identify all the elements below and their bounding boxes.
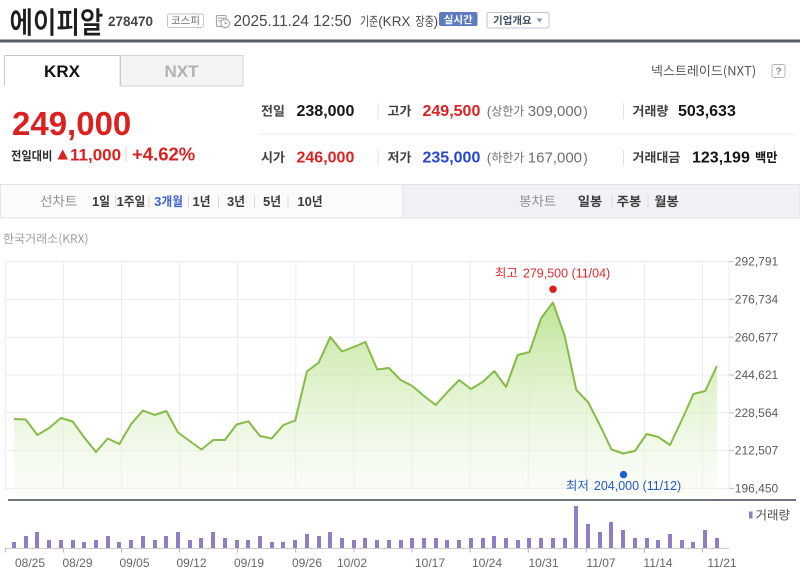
svg-text:279,500 (11/04): 279,500 (11/04) <box>523 266 610 280</box>
svg-text:1: 1 <box>193 194 200 209</box>
svg-text:): ) <box>434 14 439 29</box>
svg-text:(: ( <box>487 150 492 165</box>
svg-text:?: ? <box>775 67 781 78</box>
svg-text:(KRX: (KRX <box>378 14 410 29</box>
svg-text:+4.62%: +4.62% <box>132 143 195 164</box>
svg-text:): ) <box>583 104 588 119</box>
svg-text:503,633: 503,633 <box>678 103 736 120</box>
svg-text:09/05: 09/05 <box>119 556 149 570</box>
svg-text:204,000 (11/12): 204,000 (11/12) <box>594 479 681 493</box>
svg-text:11/07: 11/07 <box>586 556 615 570</box>
svg-text:3: 3 <box>227 194 234 209</box>
svg-text:5: 5 <box>263 194 270 209</box>
svg-text:09/19: 09/19 <box>234 556 264 570</box>
svg-text:249,000: 249,000 <box>12 105 131 142</box>
svg-text:10/17: 10/17 <box>415 556 445 570</box>
svg-text:2025.11.24 12:50: 2025.11.24 12:50 <box>234 13 352 30</box>
svg-text:08/29: 08/29 <box>62 556 92 570</box>
svg-text:3: 3 <box>154 194 161 209</box>
svg-text:260,677: 260,677 <box>735 330 779 344</box>
svg-text:167,000: 167,000 <box>528 149 582 166</box>
svg-text:11/14: 11/14 <box>643 556 672 570</box>
svg-text:309,000: 309,000 <box>528 103 582 120</box>
svg-text:278470: 278470 <box>108 14 153 29</box>
svg-text:10: 10 <box>297 194 311 209</box>
svg-text:123,199: 123,199 <box>692 149 750 166</box>
svg-text:KRX: KRX <box>44 62 81 81</box>
svg-text:1: 1 <box>92 194 99 209</box>
svg-text:249,500: 249,500 <box>423 103 481 120</box>
svg-text:1: 1 <box>117 194 124 209</box>
svg-text:212,507: 212,507 <box>735 444 779 458</box>
svg-text:246,000: 246,000 <box>297 149 355 166</box>
svg-text:(: ( <box>487 104 492 119</box>
svg-text:11,000: 11,000 <box>70 145 121 164</box>
svg-text:10/02: 10/02 <box>337 556 367 570</box>
svg-text:228,564: 228,564 <box>735 406 779 420</box>
svg-text:NXT: NXT <box>165 62 200 81</box>
svg-text:09/26: 09/26 <box>292 556 322 570</box>
svg-text:244,621: 244,621 <box>735 368 779 382</box>
svg-text:10/24: 10/24 <box>472 556 502 570</box>
svg-text:09/12: 09/12 <box>176 556 206 570</box>
svg-text:): ) <box>583 150 588 165</box>
svg-text:196,450: 196,450 <box>735 482 779 496</box>
svg-text:238,000: 238,000 <box>297 103 355 120</box>
svg-text:235,000: 235,000 <box>423 149 481 166</box>
svg-text:292,791: 292,791 <box>735 255 779 269</box>
svg-text:11/21: 11/21 <box>707 556 736 570</box>
svg-text:08/25: 08/25 <box>15 556 45 570</box>
svg-text:276,734: 276,734 <box>735 293 779 307</box>
svg-text:10/31: 10/31 <box>528 556 558 570</box>
